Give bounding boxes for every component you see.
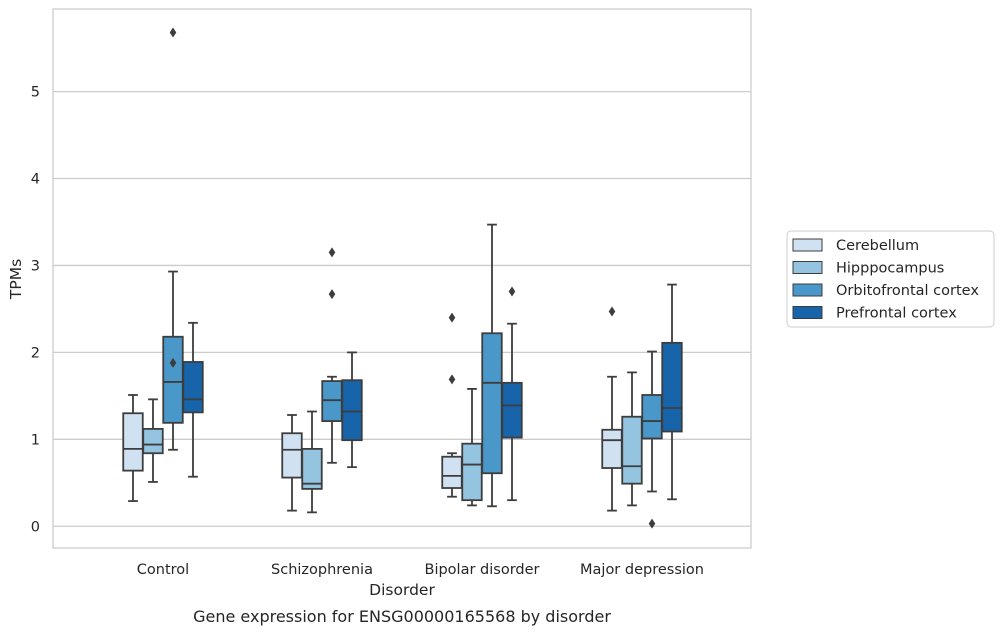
legend-swatch — [792, 238, 823, 252]
box-prefrontal-cortex-2 — [501, 286, 523, 502]
legend-label: Orbitofrontal cortex — [836, 283, 979, 299]
outlier-point — [648, 518, 656, 529]
x-axis-label: Disorder — [369, 581, 435, 599]
box-hipppocampus-0 — [142, 398, 164, 483]
outlier-point — [328, 289, 336, 300]
box-body — [341, 379, 363, 442]
outlier-point — [448, 312, 456, 323]
box-hipppocampus-1 — [301, 410, 323, 514]
y-tick-label: 1 — [31, 432, 40, 448]
legend-entries: Cerebellum Hipppocampus Orbitofrontal cort… — [792, 238, 979, 322]
x-tick-label: Bipolar disorder — [425, 562, 540, 578]
box-body — [461, 442, 483, 502]
legend-label: Cerebellum — [836, 238, 919, 254]
x-tick-label: Schizophrenia — [271, 562, 373, 578]
x-tick-label: Major depression — [580, 562, 704, 578]
boxes — [122, 27, 683, 529]
legend-label: Hipppocampus — [836, 261, 944, 277]
gridlines — [53, 90, 751, 527]
legend-frame — [786, 230, 995, 328]
outlier-point — [169, 27, 177, 38]
legend-swatch — [792, 283, 823, 297]
y-tick-label: 5 — [31, 85, 40, 101]
box-body — [641, 394, 663, 440]
box-body — [601, 428, 623, 469]
x-tick-label: Control — [137, 562, 189, 578]
box-body — [621, 415, 643, 485]
outlier-point — [608, 306, 616, 317]
legend: Cerebellum Hipppocampus Orbitofrontal cort… — [786, 230, 995, 328]
y-tick-label: 0 — [31, 519, 40, 535]
legend-label: Prefrontal cortex — [836, 306, 957, 322]
box-body — [281, 432, 303, 479]
box-body — [142, 427, 164, 455]
box-cerebellum-1 — [281, 414, 303, 512]
box-orbitofrontal-cortex-3 — [641, 350, 663, 529]
box-prefrontal-cortex-1 — [341, 351, 363, 469]
box-body — [501, 381, 523, 439]
box-orbitofrontal-cortex-2 — [481, 223, 503, 508]
outlier-point — [169, 357, 177, 368]
y-tick-label: 4 — [31, 172, 40, 188]
outlier-point — [508, 286, 516, 297]
box-cerebellum-3 — [601, 306, 623, 512]
box-orbitofrontal-cortex-1 — [321, 247, 343, 464]
y-tick-labels: 0 1 2 3 4 5 — [31, 85, 40, 536]
box-body — [441, 455, 463, 489]
box-body — [122, 412, 144, 472]
legend-swatch — [792, 306, 823, 319]
box-hipppocampus-2 — [461, 388, 483, 507]
y-tick-label: 3 — [31, 258, 40, 274]
box-body — [162, 335, 184, 424]
box-orbitofrontal-cortex-0 — [162, 27, 184, 451]
box-hipppocampus-3 — [621, 371, 643, 507]
plot-area-frame — [52, 8, 752, 549]
outlier-point — [328, 247, 336, 258]
outlier-point — [448, 374, 456, 385]
box-body — [661, 341, 683, 433]
box-body — [481, 332, 503, 475]
box-cerebellum-0 — [122, 394, 144, 502]
y-axis-label: TPMs — [7, 259, 25, 300]
box-prefrontal-cortex-3 — [661, 283, 683, 501]
box-body — [301, 447, 323, 490]
box-cerebellum-2 — [441, 312, 463, 498]
x-tick-labels: Control Schizophrenia Bipolar disorder Majo… — [137, 562, 704, 578]
chart-caption: Gene expression for ENSG00000165568 by d… — [193, 607, 611, 626]
box-prefrontal-cortex-0 — [182, 321, 204, 478]
legend-swatch — [792, 261, 823, 274]
y-tick-label: 2 — [31, 345, 40, 361]
box-body — [182, 361, 204, 414]
